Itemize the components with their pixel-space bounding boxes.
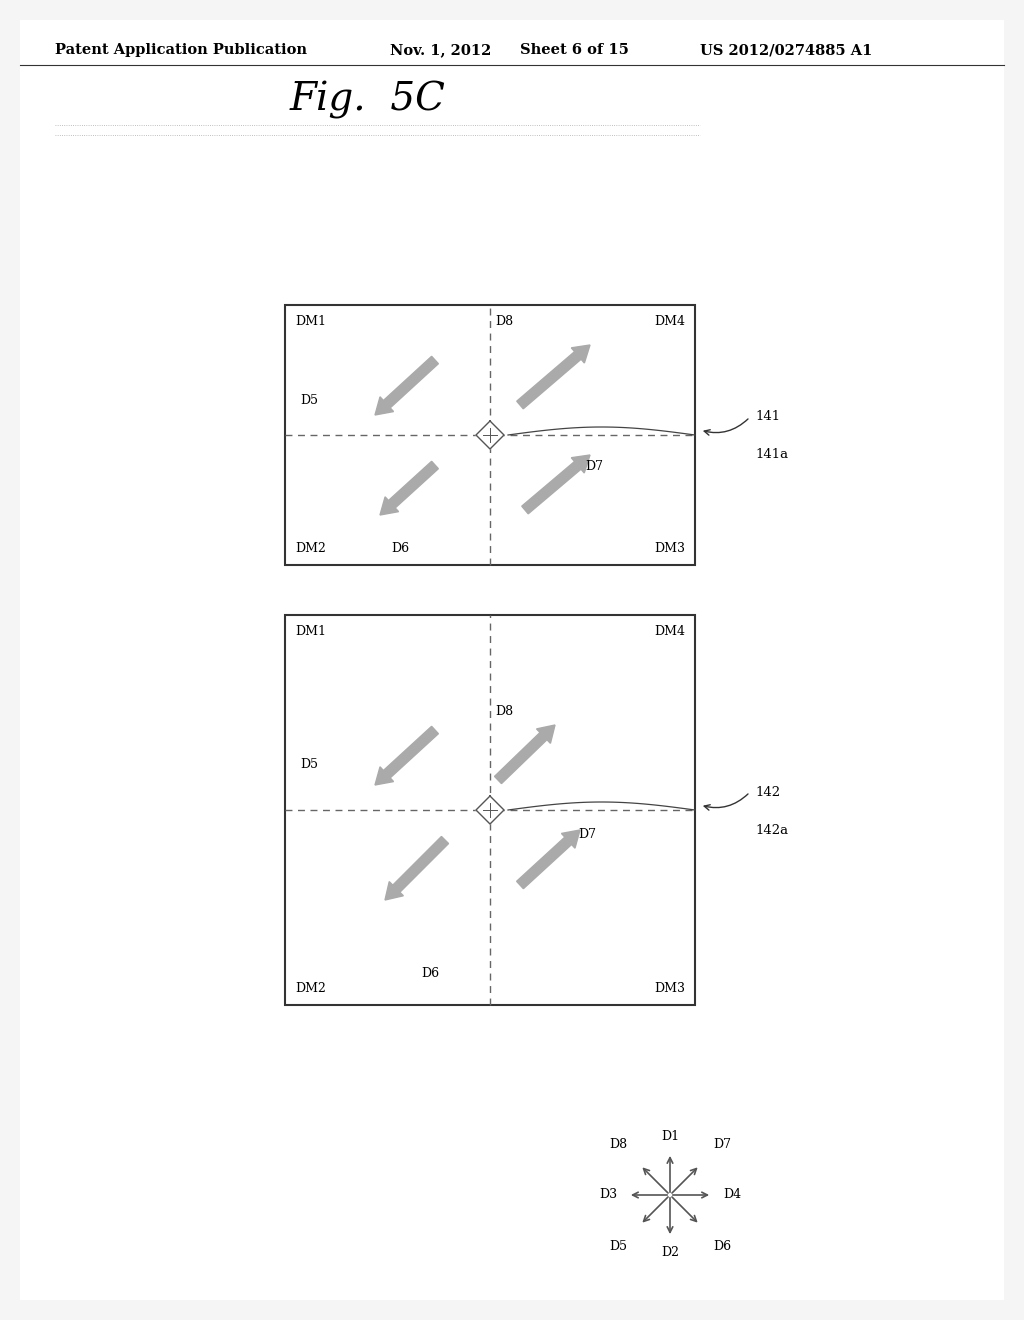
Text: 142: 142 [755,785,780,799]
Bar [285,305,695,565]
Text: D1: D1 [660,1130,679,1143]
Polygon shape [476,796,504,824]
Text: 141a: 141a [755,449,788,462]
Text: Patent Application Publication: Patent Application Publication [55,44,307,57]
Text: DM1: DM1 [295,315,326,327]
Text: D4: D4 [723,1188,741,1201]
Text: US 2012/0274885 A1: US 2012/0274885 A1 [700,44,872,57]
Text: DM3: DM3 [654,982,685,995]
Text: D7: D7 [585,459,603,473]
Text: D5: D5 [609,1241,627,1254]
Text: DM2: DM2 [295,543,326,554]
Text: D3: D3 [599,1188,617,1201]
FancyArrow shape [495,725,555,784]
FancyArrow shape [517,830,580,888]
Polygon shape [476,421,504,449]
Text: D6: D6 [713,1241,731,1254]
FancyArrow shape [375,726,438,785]
FancyArrow shape [385,837,449,900]
Text: D7: D7 [713,1138,731,1151]
FancyArrow shape [375,356,438,414]
Text: 142a: 142a [755,824,788,837]
Text: Fig.  5C: Fig. 5C [290,81,445,119]
Text: DM1: DM1 [295,624,326,638]
Text: D6: D6 [391,543,409,554]
Text: D5: D5 [300,759,318,771]
Text: DM2: DM2 [295,982,326,995]
Text: D8: D8 [495,705,513,718]
Text: Sheet 6 of 15: Sheet 6 of 15 [520,44,629,57]
Text: DM4: DM4 [654,315,685,327]
Text: D8: D8 [495,315,513,327]
FancyArrow shape [517,345,590,409]
Text: D5: D5 [300,393,318,407]
FancyArrow shape [522,455,590,513]
Text: DM4: DM4 [654,624,685,638]
Text: D7: D7 [578,828,596,841]
FancyArrow shape [380,461,438,515]
Text: D6: D6 [421,968,439,979]
Text: D8: D8 [609,1138,627,1151]
Bar [285,615,695,1005]
Text: 141: 141 [755,411,780,424]
Text: Nov. 1, 2012: Nov. 1, 2012 [390,44,492,57]
Text: D2: D2 [662,1246,679,1259]
Text: DM3: DM3 [654,543,685,554]
